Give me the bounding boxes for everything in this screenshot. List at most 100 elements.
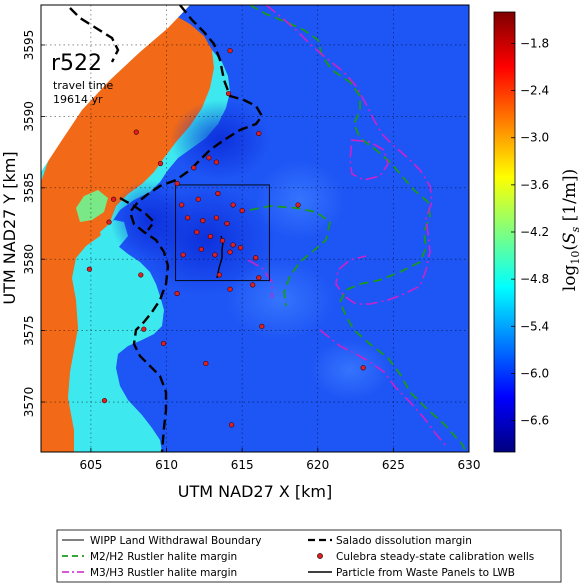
calibration-well <box>174 180 180 187</box>
x-tick-label: 615 <box>231 458 254 472</box>
panel-label: r522 <box>51 51 102 76</box>
calibration-well <box>106 219 112 225</box>
dark-patch-b <box>110 180 190 260</box>
calibration-well <box>216 272 223 278</box>
m3-h3-loop <box>349 139 389 181</box>
salado-dissolution-margin <box>128 5 264 452</box>
calibration-well <box>360 365 366 371</box>
legend-label-wells: Culebra steady-state calibration wells <box>336 551 534 563</box>
calibration-well <box>256 130 262 137</box>
legend-entry-m2h2: M2/H2 Rustler halite margin <box>62 551 237 563</box>
calibration-well <box>179 202 185 208</box>
colorbar-tick-label: −3.0 <box>520 131 549 145</box>
calibration-well <box>160 340 167 347</box>
colorbar-label: log10(Ss [1/m]) <box>560 169 579 291</box>
colorbar-tick-label: −4.8 <box>520 272 549 286</box>
plot-frame <box>40 4 470 453</box>
calibration-well <box>110 196 117 202</box>
calibration-well <box>133 129 139 135</box>
calibration-well <box>212 252 218 258</box>
y-tick-label: 3575 <box>22 315 36 346</box>
y-tick-label: 3595 <box>22 30 36 61</box>
calibration-well <box>213 215 220 221</box>
calibration-well <box>259 323 265 329</box>
calibration-well <box>174 290 180 297</box>
calibration-well <box>203 360 209 367</box>
calibration-well <box>157 160 164 167</box>
calibration-well <box>228 422 235 428</box>
travel-time-label: travel time <box>53 79 113 92</box>
legend-entry-m3h3: M3/H3 Rustler halite margin <box>62 567 237 579</box>
travel-time-value: 19614 yr <box>53 93 103 106</box>
y-axis-label: UTM NAD27 Y [km] <box>0 151 19 304</box>
salado-north <box>69 7 120 63</box>
colorbar-tick-label: −1.8 <box>520 36 549 50</box>
calibration-well <box>194 229 200 235</box>
grid-lines <box>41 5 469 452</box>
colorbar-tick-label: −2.4 <box>520 84 549 98</box>
calibration-well <box>180 252 186 258</box>
calibration-well <box>86 266 92 272</box>
calibration-well <box>185 215 191 221</box>
green-zone <box>76 190 108 222</box>
legend-label-salado: Salado dissolution margin <box>336 535 472 547</box>
culebra-wells-layer <box>86 48 366 428</box>
colorbar-tick-label: −3.6 <box>520 178 549 192</box>
calibration-well <box>238 245 244 251</box>
m3-h3-rustler-halite-margin <box>265 5 433 305</box>
legend-entry-wipp: WIPP Land Withdrawal Boundary <box>62 535 262 547</box>
legend-label-m2h2: M2/H2 Rustler halite margin <box>90 551 237 563</box>
colorbar-tick-label: −6.6 <box>520 414 549 428</box>
calibration-well <box>219 238 226 244</box>
calibration-well <box>141 326 147 332</box>
y-tick-label: 3585 <box>22 173 36 204</box>
colorbar-ticks: −1.8 −2.4 −3.0 −3.6 −4.2 −4.8 −5.4 −6.0 −6.6 <box>511 36 549 428</box>
y-tick-label: 3570 <box>22 387 36 418</box>
x-tick-label: 610 <box>155 458 178 472</box>
light-patch-a <box>225 260 335 340</box>
calibration-well <box>215 190 221 197</box>
calibration-well <box>256 275 262 281</box>
m2-h2-inner <box>249 205 332 307</box>
calibration-well <box>191 165 197 171</box>
light-patch-b <box>255 160 345 240</box>
calibration-well <box>239 208 245 214</box>
salado-notch <box>119 196 156 231</box>
calibration-well <box>207 233 213 239</box>
calibration-well <box>198 246 204 252</box>
legend-entry-salado: Salado dissolution margin <box>308 535 472 547</box>
colorbar-tick-label: −5.4 <box>520 319 549 333</box>
y-tick-label: 3590 <box>22 101 36 132</box>
legend-box <box>56 529 562 583</box>
x-tick-label: 605 <box>79 458 102 472</box>
calibration-well <box>295 202 301 208</box>
legend-entry-particle: Particle from Waste Panels to LWB <box>308 567 515 579</box>
calibration-well <box>253 255 259 261</box>
x-tick-label: 625 <box>382 458 405 472</box>
calibration-well <box>250 282 256 288</box>
calibration-well <box>195 196 201 202</box>
wipp-land-withdrawal-boundary <box>175 184 270 282</box>
calibration-well <box>200 218 206 224</box>
legend-entry-wells: Culebra steady-state calibration wells <box>317 551 534 563</box>
legend-label-m3h3: M3/H3 Rustler halite margin <box>90 567 237 579</box>
m3-h3-inner <box>247 259 273 298</box>
light-patch-c <box>310 340 390 400</box>
x-tick-label: 630 <box>458 458 481 472</box>
calibration-well <box>230 242 236 248</box>
x-axis-ticks: 605 610 615 620 625 630 <box>79 448 480 472</box>
x-tick-label: 620 <box>306 458 329 472</box>
orange-zone <box>41 10 214 452</box>
heatmap-field <box>41 5 469 452</box>
colorbar-tick-label: −6.0 <box>520 366 549 380</box>
y-axis-ticks: 3570 3575 3580 3585 3590 3595 <box>22 30 45 418</box>
y-tick-label: 3580 <box>22 244 36 275</box>
calibration-well <box>101 397 108 404</box>
legend-label-particle: Particle from Waste Panels to LWB <box>336 567 515 579</box>
calibration-well <box>227 48 233 54</box>
dark-patch-c <box>170 100 270 180</box>
colorbar-tick-label: −4.2 <box>520 225 549 239</box>
legend-swatch-wells <box>317 553 323 559</box>
calibration-well <box>227 286 233 292</box>
